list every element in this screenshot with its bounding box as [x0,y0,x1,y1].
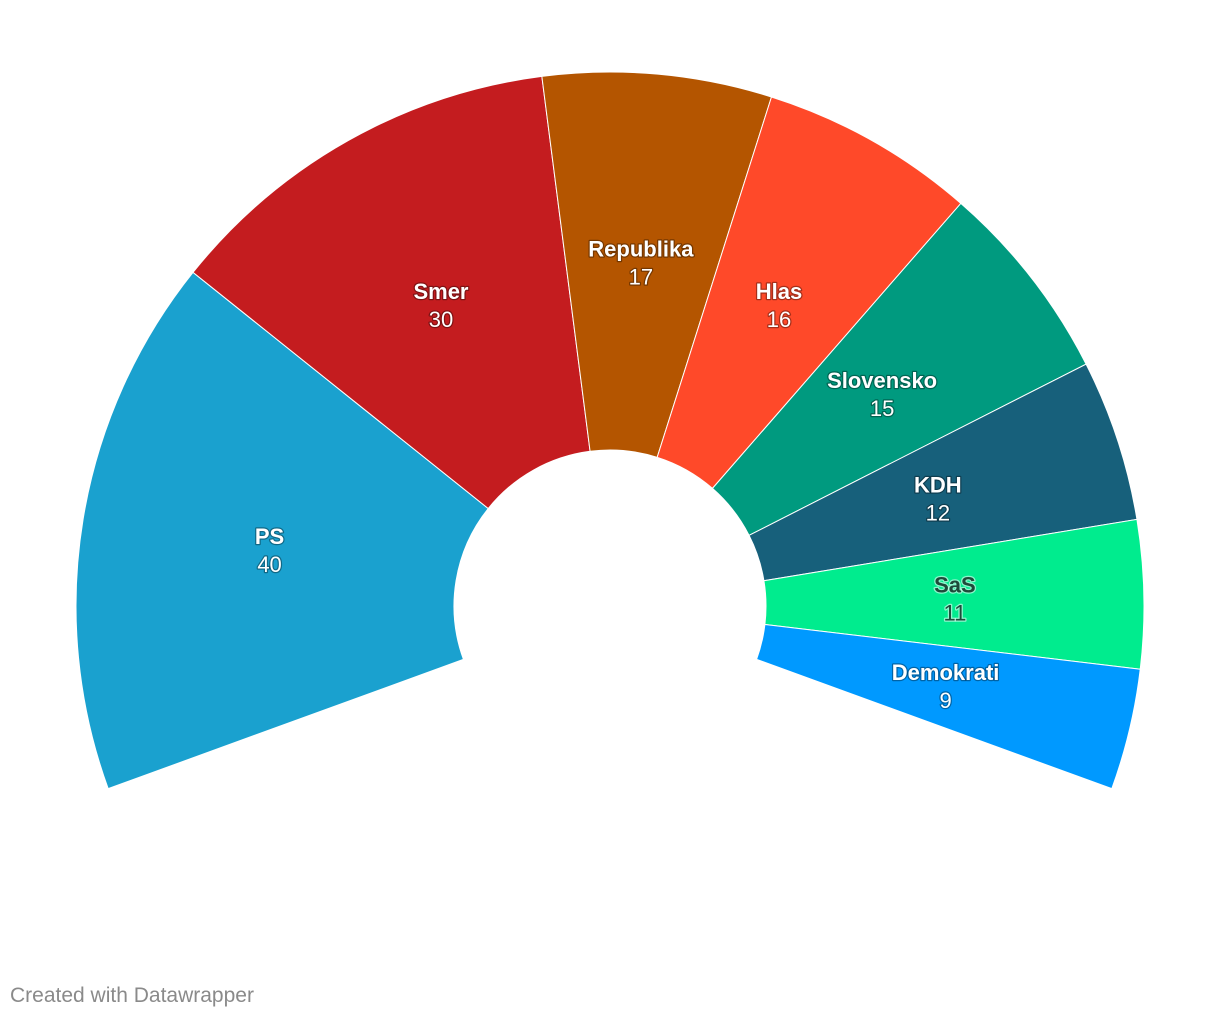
segment-smer [192,75,591,510]
label-demokrati: Demokrati [892,660,1000,685]
label-kdh: KDH [914,473,962,498]
label-sas: SaS [934,572,976,597]
value-smer: 30 [429,307,453,332]
chart-segments [75,71,1145,790]
segment-hlas [656,96,962,490]
label-hlas: Hlas [756,279,802,304]
chart-labels: PS 40 Smer 30 Republika 17 Hlas 16 Slovensko 15 KD… [254,235,1001,714]
value-ps: 40 [257,552,281,577]
credit-text: Created with Datawrapper [10,984,254,1007]
value-hlas: 16 [767,307,791,332]
label-republika: Republika [588,236,694,261]
value-sas: 11 [943,600,966,625]
segment-slovensko [711,202,1087,537]
segment-ps [75,271,489,790]
segment-republika [541,71,773,458]
value-republika: 17 [629,264,653,289]
label-slovensko: Slovensko [827,368,937,393]
label-smer: Smer [413,279,468,304]
label-ps: PS [255,524,284,549]
value-demokrati: 9 [939,688,951,713]
value-slovensko: 15 [870,396,894,421]
segment-demokrati [755,623,1141,790]
value-kdh: 12 [926,501,950,526]
